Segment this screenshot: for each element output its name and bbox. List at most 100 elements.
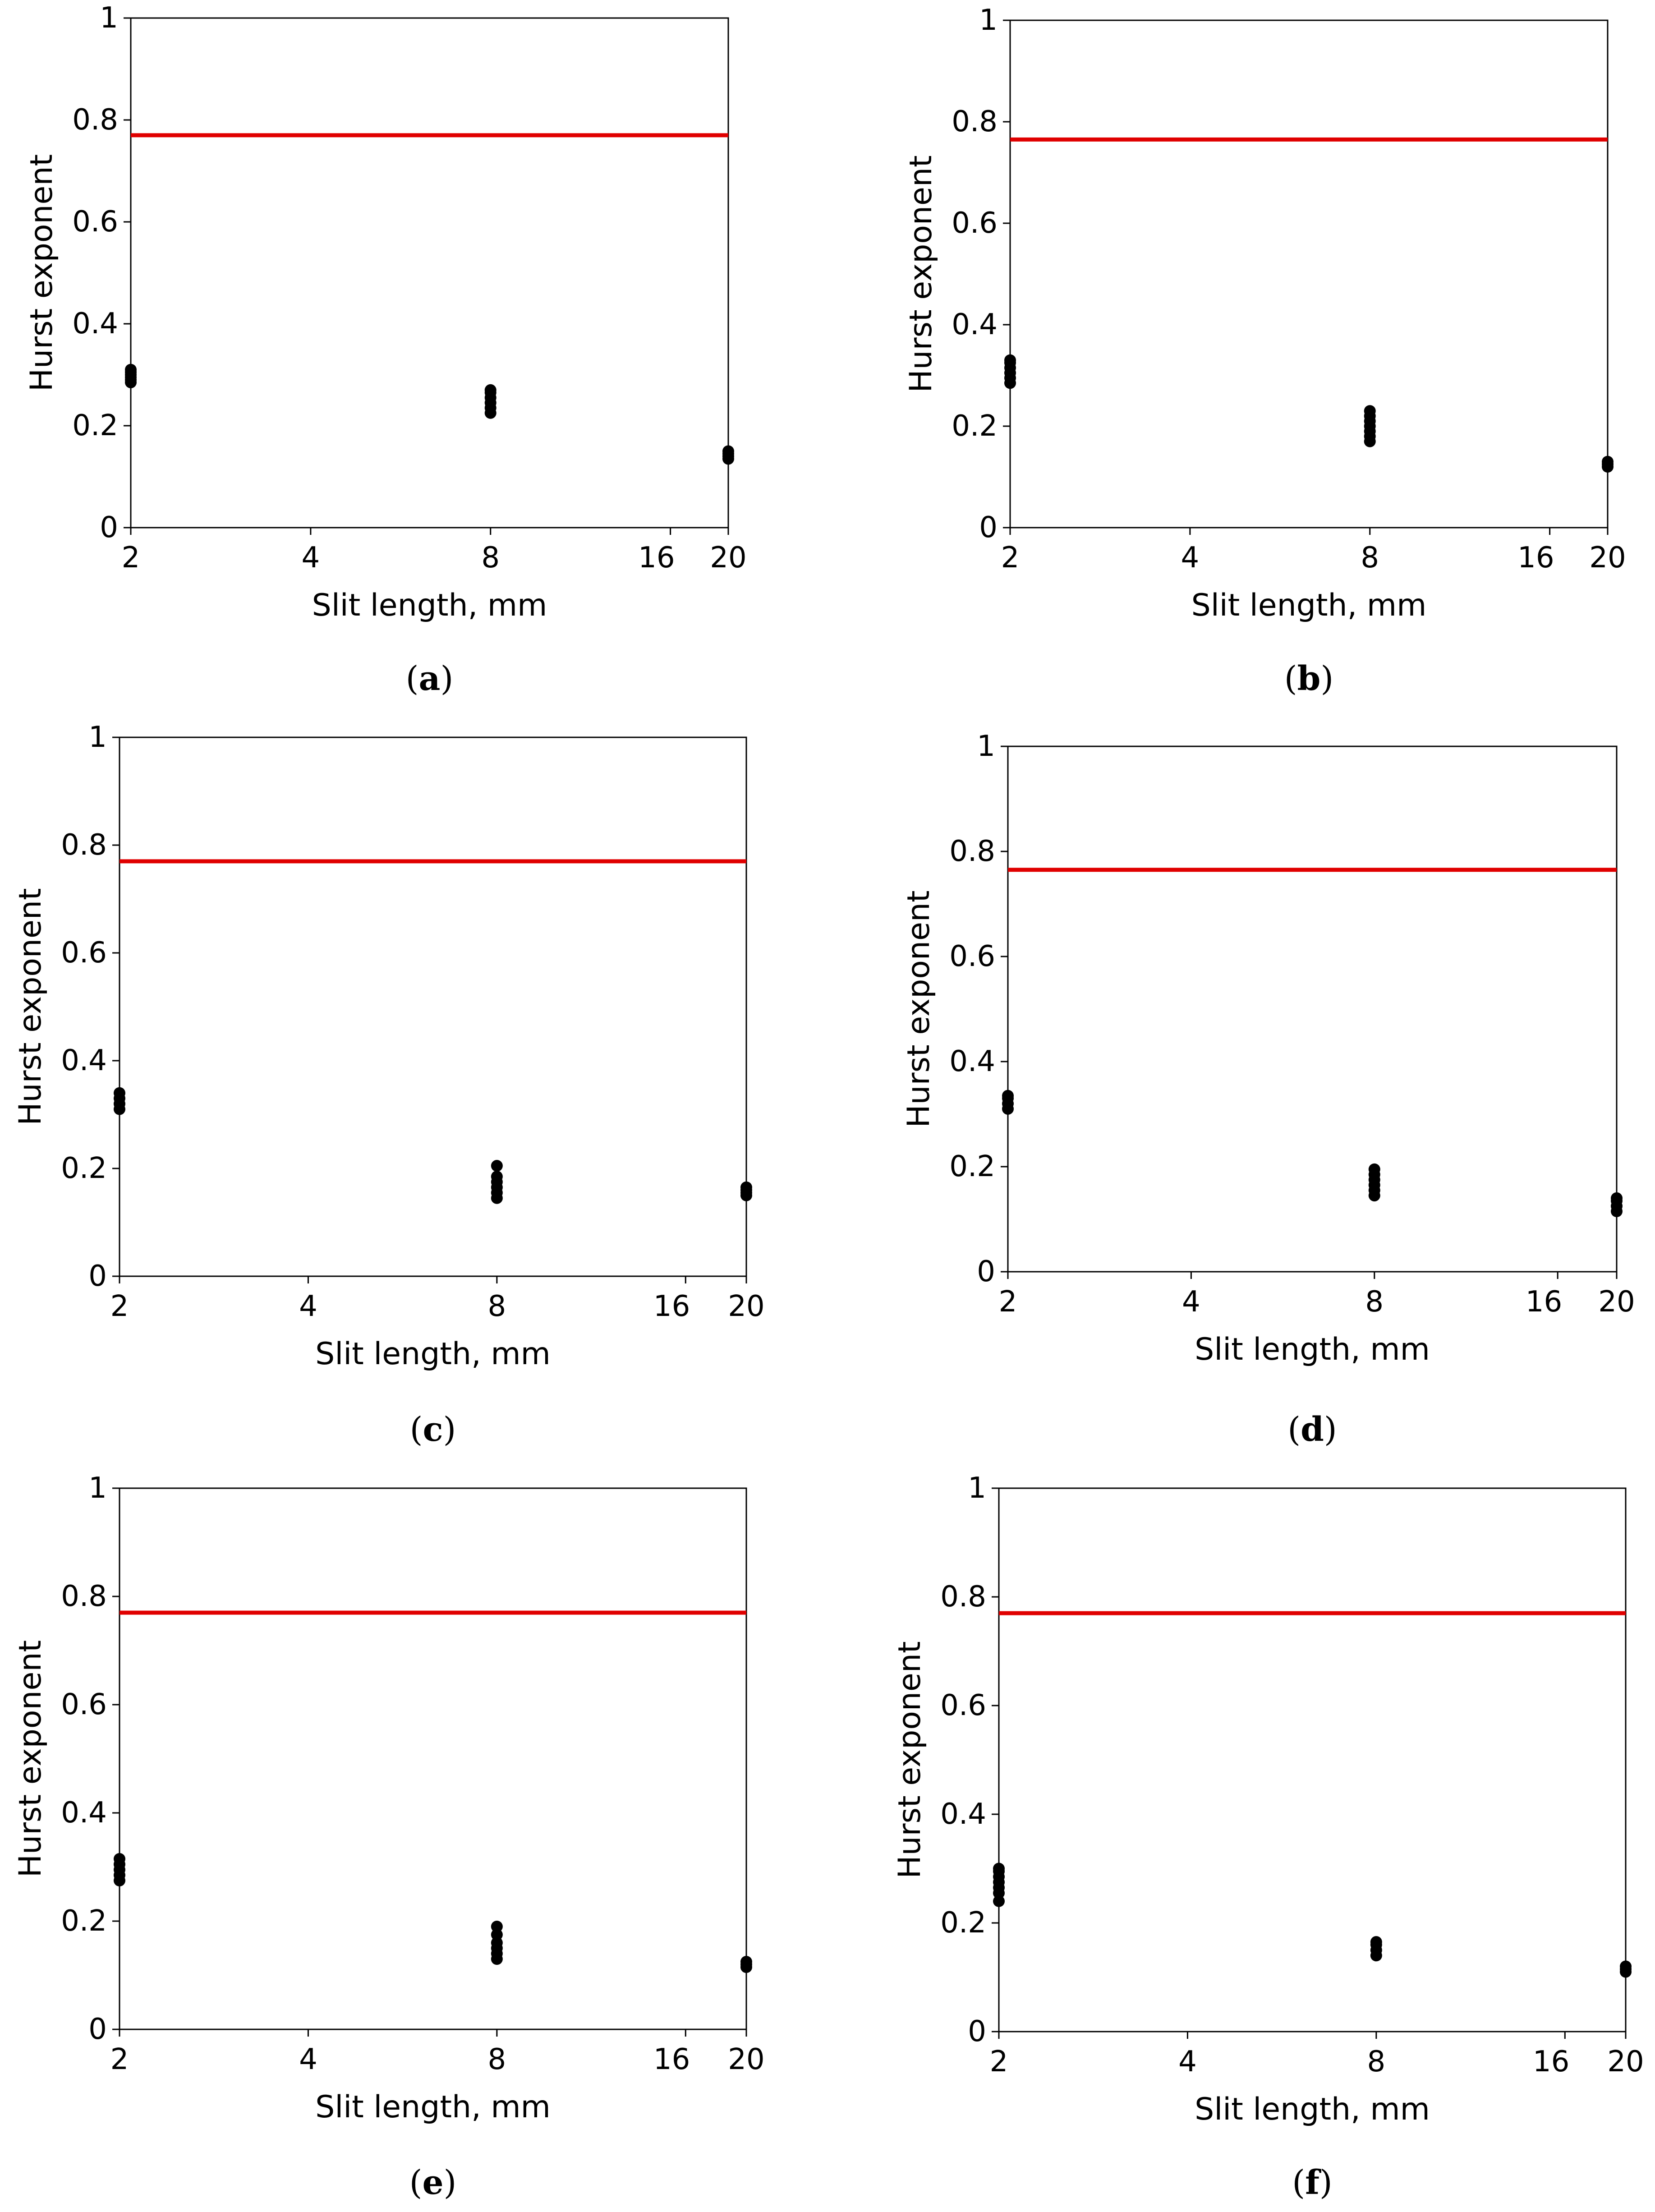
- plot-frame: [998, 1487, 1627, 2033]
- x-tick-label: 8: [1365, 1285, 1384, 1319]
- y-tick-label: 1: [100, 1, 118, 35]
- y-tick-label: 0.2: [72, 409, 118, 442]
- data-point: [993, 1895, 1005, 1907]
- y-tick-label: 0.8: [61, 1580, 107, 1613]
- y-tick-label: 0: [88, 2013, 107, 2046]
- data-point: [114, 1853, 125, 1865]
- panel-caption: (c): [410, 1410, 456, 1449]
- y-tick-label: 0.4: [61, 1796, 107, 1830]
- y-tick-label: 0.2: [61, 1152, 107, 1185]
- data-point: [1364, 405, 1376, 417]
- y-tick-label: 0.6: [952, 207, 998, 240]
- y-tick-label: 0: [968, 2015, 986, 2048]
- panel-caption: (a): [406, 659, 454, 698]
- x-tick-label: 2: [110, 2043, 129, 2076]
- y-tick-label: 0.4: [61, 1044, 107, 1077]
- y-axis-title: Hurst exponent: [903, 155, 939, 392]
- data-point: [1004, 354, 1016, 366]
- x-tick-label: 16: [1517, 541, 1554, 575]
- y-tick-label: 0.6: [940, 1689, 986, 1722]
- x-tick-label: 16: [638, 541, 675, 575]
- chart-panel-d: 0 0.2 0.4 0.6 0.8 1 2 4 8 16 20 Slit length, mm Hurs…: [901, 730, 1635, 1449]
- caption-letter: c: [423, 1410, 443, 1449]
- plot-frame: [119, 736, 747, 1277]
- y-axis-title: Hurst exponent: [13, 888, 48, 1125]
- y-tick-label: 0.8: [72, 103, 118, 137]
- y-tick-label: 0.6: [61, 936, 107, 970]
- data-point: [491, 1929, 503, 1941]
- y-tick-label: 0.8: [952, 105, 998, 138]
- caption-letter: e: [422, 2163, 443, 2202]
- chart-panel-a: 0 0.2 0.4 0.6 0.8 1 2 4 8 16 20 Slit length, mm Hurs…: [24, 1, 747, 698]
- x-axis-title: Slit length, mm: [315, 1336, 551, 1372]
- x-tick-label: 16: [1533, 2045, 1569, 2079]
- y-tick-label: 1: [979, 4, 998, 37]
- x-tick-label: 20: [728, 1290, 764, 1323]
- x-tick-label: 4: [299, 1290, 317, 1323]
- data-point: [1002, 1090, 1014, 1102]
- chart-panel-e: 0 0.2 0.4 0.6 0.8 1 2 4 8 16 20 Slit length, mm Hurs…: [13, 1472, 765, 2202]
- chart-panel-b: 0 0.2 0.4 0.6 0.8 1 2 4 8 16 20 Slit length, mm Hurs…: [903, 4, 1626, 698]
- y-tick-label: 0.6: [61, 1688, 107, 1721]
- y-tick-label: 1: [977, 730, 995, 763]
- x-tick-label: 4: [299, 2043, 317, 2076]
- x-tick-label: 2: [122, 541, 140, 575]
- x-tick-label: 8: [1361, 541, 1379, 575]
- y-tick-label: 0: [100, 511, 118, 544]
- x-axis-title: Slit length, mm: [1191, 588, 1427, 623]
- x-tick-label: 2: [110, 1290, 129, 1323]
- x-tick-label: 8: [1367, 2045, 1386, 2079]
- x-tick-label: 20: [1607, 2045, 1644, 2079]
- y-tick-label: 0: [977, 1255, 995, 1288]
- y-axis-title: Hurst exponent: [24, 154, 60, 391]
- data-point: [1602, 455, 1614, 468]
- y-tick-label: 0.8: [940, 1580, 986, 1614]
- plot-frame: [130, 17, 729, 529]
- x-tick-label: 8: [488, 2043, 506, 2076]
- y-tick-label: 0.4: [952, 308, 998, 341]
- x-tick-label: 16: [1526, 1285, 1562, 1319]
- y-tick-label: 0.4: [949, 1045, 995, 1078]
- panel-caption: (f): [1292, 2163, 1333, 2202]
- y-axis-title: Hurst exponent: [901, 890, 937, 1127]
- data-point: [1368, 1163, 1380, 1175]
- data-point: [722, 445, 734, 457]
- x-tick-label: 16: [653, 2043, 690, 2076]
- y-tick-label: 0: [979, 511, 998, 544]
- x-tick-label: 4: [302, 541, 320, 575]
- panel-caption: (b): [1284, 659, 1334, 698]
- x-tick-label: 4: [1178, 2045, 1197, 2079]
- data-point: [993, 1862, 1005, 1875]
- x-tick-label: 2: [999, 1285, 1017, 1319]
- y-tick-label: 0.6: [949, 940, 995, 973]
- data-point: [484, 384, 496, 396]
- plot-frame: [1007, 745, 1618, 1273]
- panel-caption: (e): [409, 2163, 457, 2202]
- x-tick-label: 8: [488, 1290, 506, 1323]
- data-point: [1370, 1936, 1382, 1948]
- data-point: [1611, 1192, 1623, 1204]
- y-tick-label: 0.2: [949, 1150, 995, 1183]
- data-point: [1620, 1960, 1632, 1973]
- y-tick-label: 1: [88, 721, 107, 754]
- x-axis-title: Slit length, mm: [1195, 2092, 1430, 2127]
- data-point: [114, 1087, 125, 1099]
- y-tick-label: 0.2: [952, 409, 998, 443]
- x-tick-label: 4: [1181, 541, 1200, 575]
- y-tick-label: 1: [88, 1472, 107, 1505]
- x-tick-label: 20: [1598, 1285, 1635, 1319]
- data-point: [491, 1937, 503, 1949]
- caption-letter: a: [419, 659, 441, 698]
- data-point: [491, 1160, 503, 1172]
- y-axis-title: Hurst exponent: [13, 1640, 48, 1877]
- y-tick-label: 0.4: [940, 1798, 986, 1831]
- caption-letter: f: [1305, 2163, 1321, 2202]
- data-point: [491, 1170, 503, 1182]
- x-axis-title: Slit length, mm: [1195, 1332, 1430, 1367]
- plot-frame: [119, 1487, 747, 2030]
- x-axis-title: Slit length, mm: [315, 2089, 551, 2125]
- panel-caption: (d): [1287, 1410, 1337, 1449]
- x-tick-label: 16: [653, 1290, 690, 1323]
- y-tick-label: 0.4: [72, 307, 118, 340]
